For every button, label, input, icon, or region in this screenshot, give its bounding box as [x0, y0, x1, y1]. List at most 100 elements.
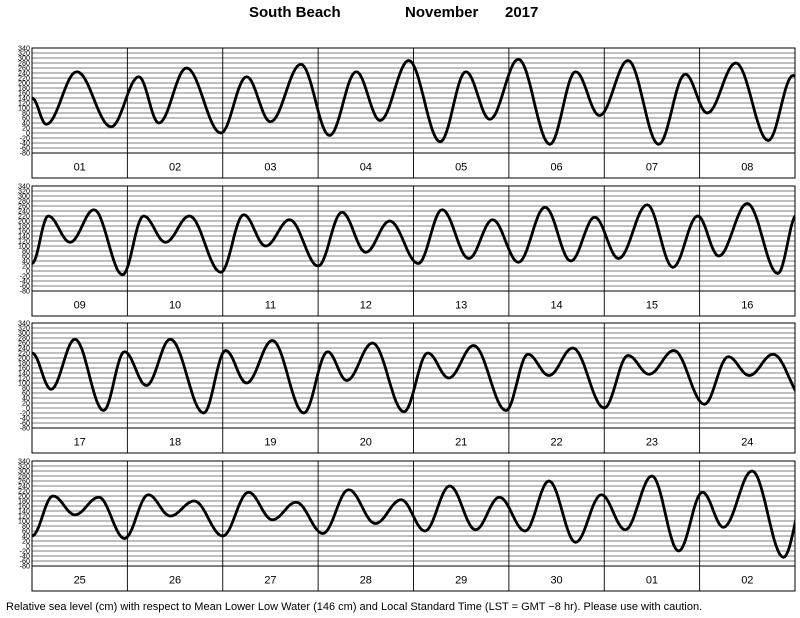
y-tick-label: 300 — [18, 329, 30, 338]
tide-curve — [32, 337, 795, 415]
y-tick-label: 80 — [22, 247, 30, 256]
y-tick-label: 60 — [22, 389, 30, 398]
y-tick-label: 340 — [18, 457, 30, 466]
day-label: 24 — [741, 437, 753, 449]
y-tick-label: 240 — [18, 482, 30, 491]
y-tick-label: -60 — [20, 144, 30, 153]
y-tick-label: -80 — [20, 562, 30, 571]
y-tick-label: 260 — [18, 339, 30, 348]
y-tick-label: 280 — [18, 197, 30, 206]
day-label: 29 — [455, 575, 467, 587]
day-label: 04 — [360, 162, 372, 174]
y-tick-label: 160 — [18, 502, 30, 511]
y-tick-label: -40 — [20, 139, 30, 148]
y-tick-label: 240 — [18, 69, 30, 78]
day-label: 26 — [169, 575, 181, 587]
y-tick-label: 80 — [22, 384, 30, 393]
y-tick-label: -20 — [20, 272, 30, 281]
y-tick-label: 260 — [18, 477, 30, 486]
day-label: 18 — [169, 437, 181, 449]
tide-curve — [32, 469, 795, 559]
y-tick-label: -80 — [20, 287, 30, 296]
day-label: 30 — [550, 575, 562, 587]
y-tick-label: -80 — [20, 149, 30, 158]
day-label: 14 — [550, 300, 562, 312]
y-tick-label: 20 — [22, 124, 30, 133]
y-tick-label: 300 — [18, 192, 30, 201]
day-label: 11 — [265, 300, 276, 312]
y-tick-label: 320 — [18, 462, 30, 471]
y-tick-label: 40 — [22, 394, 30, 403]
y-tick-label: 200 — [18, 217, 30, 226]
y-tick-label: 60 — [22, 114, 30, 123]
y-tick-label: -20 — [20, 547, 30, 556]
y-tick-label: 280 — [18, 334, 30, 343]
y-tick-label: 340 — [18, 319, 30, 328]
y-tick-label: 0 — [26, 267, 30, 276]
y-tick-label: 160 — [18, 89, 30, 98]
day-strip — [31, 290, 796, 317]
day-label: 28 — [360, 575, 372, 587]
y-tick-label: 200 — [18, 354, 30, 363]
y-tick-label: 320 — [18, 324, 30, 333]
y-tick-label: 120 — [18, 374, 30, 383]
y-tick-label: 340 — [18, 44, 30, 53]
day-label: 02 — [741, 575, 753, 587]
y-tick-label: -40 — [20, 552, 30, 561]
day-label: 27 — [264, 575, 276, 587]
y-tick-label: -60 — [20, 282, 30, 291]
y-tick-label: 260 — [18, 64, 30, 73]
y-tick-label: 240 — [18, 207, 30, 216]
y-tick-label: 300 — [18, 467, 30, 476]
y-tick-label: 0 — [26, 129, 30, 138]
y-tick-label: 80 — [22, 522, 30, 531]
y-tick-label: 180 — [18, 359, 30, 368]
y-tick-label: 180 — [18, 222, 30, 231]
y-tick-label: 20 — [22, 537, 30, 546]
day-label: 01 — [74, 162, 86, 174]
day-label: 01 — [646, 575, 658, 587]
y-tick-label: -20 — [20, 409, 30, 418]
y-tick-label: 200 — [18, 79, 30, 88]
day-label: 02 — [169, 162, 181, 174]
y-tick-label: 40 — [22, 119, 30, 128]
chart-caption: Relative sea level (cm) with respect to … — [6, 601, 703, 613]
y-tick-label: 20 — [22, 262, 30, 271]
day-label: 06 — [550, 162, 562, 174]
day-label: 09 — [74, 300, 86, 312]
y-tick-label: 140 — [18, 232, 30, 241]
y-tick-label: -20 — [20, 134, 30, 143]
y-tick-label: 180 — [18, 84, 30, 93]
y-tick-label: 160 — [18, 227, 30, 236]
day-label: 13 — [455, 300, 467, 312]
y-tick-label: 40 — [22, 532, 30, 541]
y-tick-label: 100 — [18, 379, 30, 388]
y-tick-label: 280 — [18, 472, 30, 481]
title-place: South Beach — [249, 4, 341, 21]
panel-2: 3403203002802602402202001801601401201008… — [18, 182, 796, 317]
day-label: 19 — [264, 437, 276, 449]
y-tick-label: 140 — [18, 94, 30, 103]
y-tick-label: 160 — [18, 364, 30, 373]
y-tick-label: 140 — [18, 507, 30, 516]
title-year: 2017 — [505, 4, 539, 21]
y-tick-label: 80 — [22, 109, 30, 118]
tide-curve — [32, 57, 795, 146]
y-tick-label: 300 — [18, 54, 30, 63]
y-tick-label: 100 — [18, 104, 30, 113]
panel-1: 3403203002802602402202001801601401201008… — [18, 44, 796, 179]
title-month: November — [405, 4, 479, 21]
y-tick-label: 220 — [18, 74, 30, 83]
y-tick-label: 60 — [22, 527, 30, 536]
y-tick-label: 260 — [18, 202, 30, 211]
y-tick-label: -40 — [20, 414, 30, 423]
y-tick-label: 320 — [18, 49, 30, 58]
day-strip — [31, 427, 796, 454]
day-label: 23 — [646, 437, 658, 449]
y-tick-label: 0 — [26, 542, 30, 551]
day-label: 15 — [646, 300, 658, 312]
y-tick-label: 280 — [18, 59, 30, 68]
day-label: 07 — [646, 162, 658, 174]
day-label: 10 — [169, 300, 181, 312]
